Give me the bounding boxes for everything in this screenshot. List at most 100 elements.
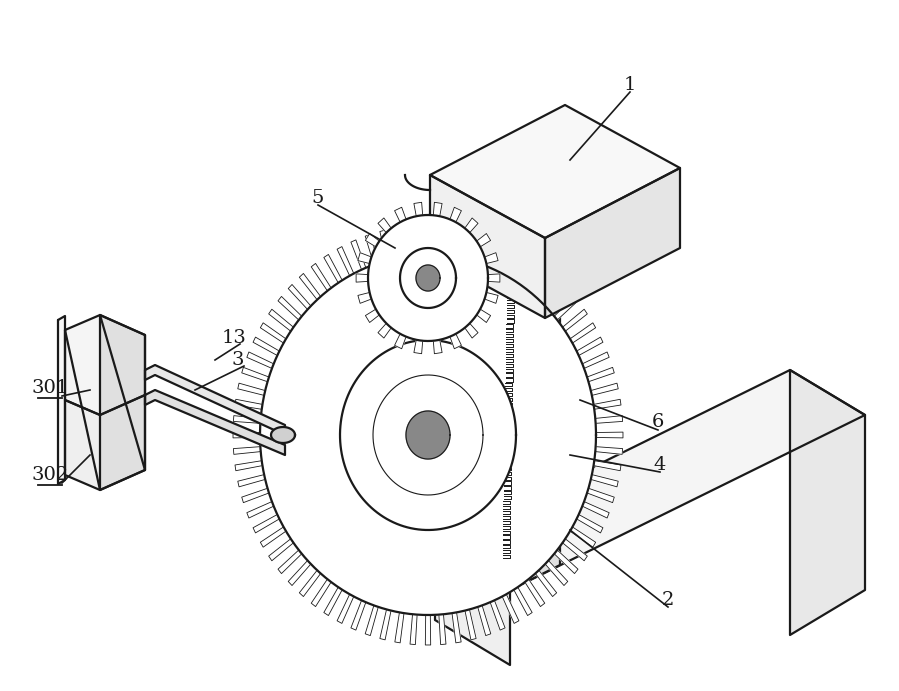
Polygon shape: [485, 292, 498, 303]
Polygon shape: [260, 255, 596, 615]
Text: 302: 302: [31, 466, 68, 484]
Polygon shape: [378, 218, 391, 233]
Polygon shape: [583, 502, 610, 518]
Polygon shape: [545, 285, 568, 310]
Polygon shape: [406, 411, 450, 459]
Polygon shape: [435, 370, 865, 590]
Polygon shape: [433, 202, 442, 216]
Polygon shape: [433, 340, 442, 354]
Polygon shape: [465, 609, 476, 640]
Polygon shape: [410, 225, 417, 256]
Polygon shape: [395, 334, 406, 349]
Polygon shape: [269, 310, 293, 331]
Polygon shape: [476, 234, 491, 247]
Polygon shape: [365, 234, 379, 247]
Polygon shape: [525, 263, 545, 291]
Polygon shape: [410, 614, 417, 645]
Polygon shape: [145, 365, 285, 435]
Polygon shape: [545, 560, 568, 585]
Polygon shape: [465, 230, 476, 261]
Polygon shape: [583, 352, 610, 368]
Polygon shape: [380, 609, 391, 640]
Polygon shape: [593, 461, 621, 471]
Polygon shape: [242, 368, 269, 381]
Polygon shape: [261, 323, 286, 343]
Polygon shape: [430, 175, 545, 318]
Polygon shape: [235, 399, 263, 409]
Polygon shape: [545, 168, 680, 318]
Polygon shape: [337, 594, 354, 623]
Polygon shape: [324, 254, 343, 283]
Polygon shape: [596, 432, 623, 438]
Polygon shape: [311, 579, 331, 607]
Text: 3: 3: [232, 351, 245, 369]
Polygon shape: [570, 323, 596, 343]
Polygon shape: [439, 614, 446, 645]
Text: 5: 5: [312, 189, 325, 207]
Polygon shape: [365, 309, 379, 323]
Polygon shape: [425, 225, 431, 255]
Polygon shape: [271, 427, 295, 443]
Polygon shape: [452, 227, 461, 258]
Polygon shape: [299, 274, 321, 300]
Polygon shape: [368, 215, 488, 341]
Text: 2: 2: [662, 591, 674, 609]
Polygon shape: [324, 587, 343, 616]
Polygon shape: [450, 207, 461, 223]
Polygon shape: [439, 225, 446, 256]
Polygon shape: [465, 218, 478, 233]
Polygon shape: [414, 202, 423, 216]
Polygon shape: [358, 292, 371, 303]
Polygon shape: [587, 368, 614, 381]
Polygon shape: [378, 323, 391, 338]
Polygon shape: [563, 310, 587, 331]
Polygon shape: [570, 527, 596, 547]
Polygon shape: [247, 352, 273, 368]
Text: 6: 6: [652, 413, 664, 431]
Polygon shape: [535, 570, 556, 596]
Polygon shape: [525, 579, 545, 607]
Polygon shape: [289, 285, 311, 310]
Text: 4: 4: [654, 456, 666, 474]
Polygon shape: [435, 220, 510, 590]
Polygon shape: [514, 587, 532, 616]
Polygon shape: [591, 475, 619, 487]
Polygon shape: [452, 612, 461, 643]
Polygon shape: [490, 240, 505, 269]
Polygon shape: [435, 195, 560, 265]
Polygon shape: [395, 612, 404, 643]
Polygon shape: [514, 254, 532, 283]
Polygon shape: [242, 489, 269, 502]
Polygon shape: [365, 234, 378, 265]
Polygon shape: [430, 105, 680, 238]
Polygon shape: [237, 384, 265, 395]
Polygon shape: [476, 309, 491, 323]
Text: 13: 13: [221, 329, 246, 347]
Polygon shape: [351, 600, 366, 630]
Polygon shape: [65, 395, 145, 490]
Polygon shape: [145, 390, 285, 455]
Polygon shape: [425, 615, 431, 645]
Text: 301: 301: [31, 379, 68, 397]
Polygon shape: [400, 248, 456, 308]
Polygon shape: [435, 545, 510, 665]
Polygon shape: [278, 296, 302, 320]
Polygon shape: [65, 315, 145, 415]
Polygon shape: [289, 560, 311, 585]
Text: 1: 1: [624, 76, 636, 94]
Polygon shape: [593, 399, 621, 409]
Polygon shape: [535, 274, 556, 300]
Polygon shape: [450, 334, 461, 349]
Polygon shape: [233, 432, 260, 438]
Polygon shape: [414, 340, 423, 354]
Polygon shape: [235, 461, 263, 471]
Polygon shape: [100, 315, 145, 490]
Polygon shape: [395, 207, 406, 223]
Polygon shape: [555, 296, 578, 320]
Polygon shape: [58, 316, 65, 484]
Polygon shape: [340, 340, 516, 530]
Polygon shape: [595, 446, 623, 455]
Polygon shape: [261, 527, 286, 547]
Polygon shape: [790, 370, 865, 635]
Polygon shape: [380, 230, 391, 261]
